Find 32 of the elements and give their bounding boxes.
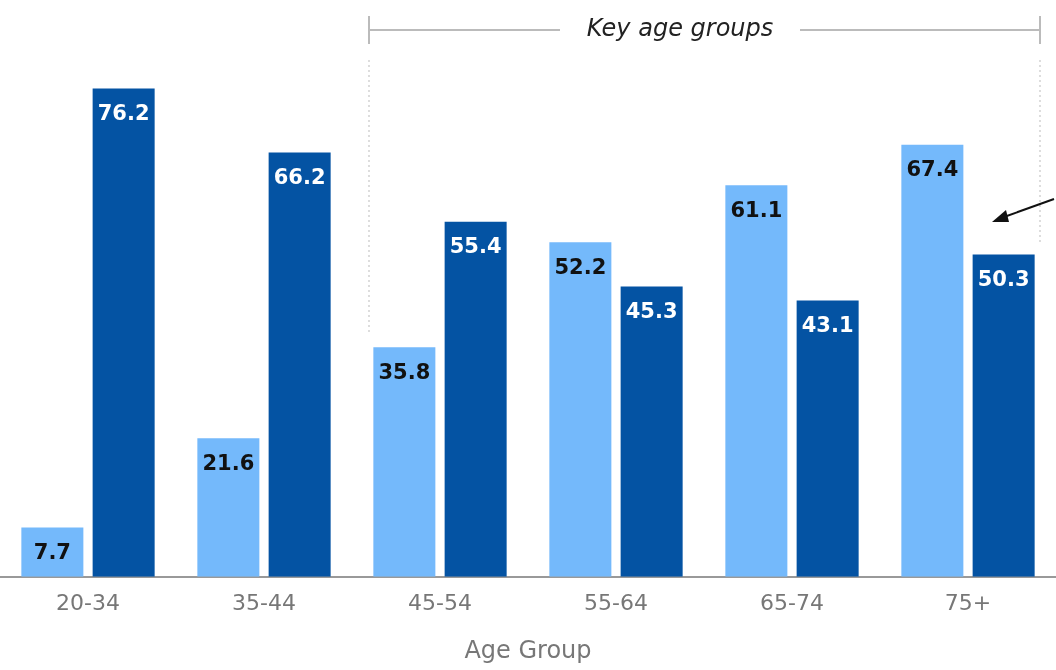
- data-label: 50.3: [977, 266, 1030, 291]
- bar: [549, 242, 612, 577]
- bar: [444, 221, 507, 577]
- data-label: 66.2: [273, 164, 326, 189]
- data-label: 7.7: [33, 539, 71, 564]
- x-tick-label: 35-44: [232, 589, 296, 615]
- bar: [268, 152, 331, 577]
- data-label: 61.1: [730, 197, 783, 222]
- x-tick-label: 20-34: [56, 589, 120, 615]
- data-label: 67.4: [906, 157, 959, 182]
- bar: [796, 300, 859, 577]
- bar: [92, 88, 155, 577]
- bar: [901, 144, 964, 577]
- x-tick-label: 65-74: [760, 589, 824, 615]
- x-axis-title: Age Group: [464, 635, 592, 664]
- bar: [725, 185, 788, 577]
- data-label: 21.6: [202, 450, 255, 475]
- x-tick-label: 75+: [944, 589, 992, 615]
- data-label: 45.3: [625, 298, 678, 323]
- bar: [373, 347, 436, 577]
- bar: [197, 438, 260, 577]
- x-tick-label: 55-64: [584, 589, 648, 615]
- data-label: 55.4: [449, 234, 502, 259]
- data-label: 76.2: [97, 100, 150, 125]
- bar: [972, 254, 1035, 577]
- data-label: 52.2: [554, 254, 607, 279]
- text: Key age groups: [585, 14, 775, 42]
- x-tick-label: 45-54: [408, 589, 472, 615]
- data-label: 35.8: [378, 359, 431, 384]
- data-label: 43.1: [801, 313, 854, 338]
- bar: [620, 286, 683, 577]
- bar: [21, 527, 84, 577]
